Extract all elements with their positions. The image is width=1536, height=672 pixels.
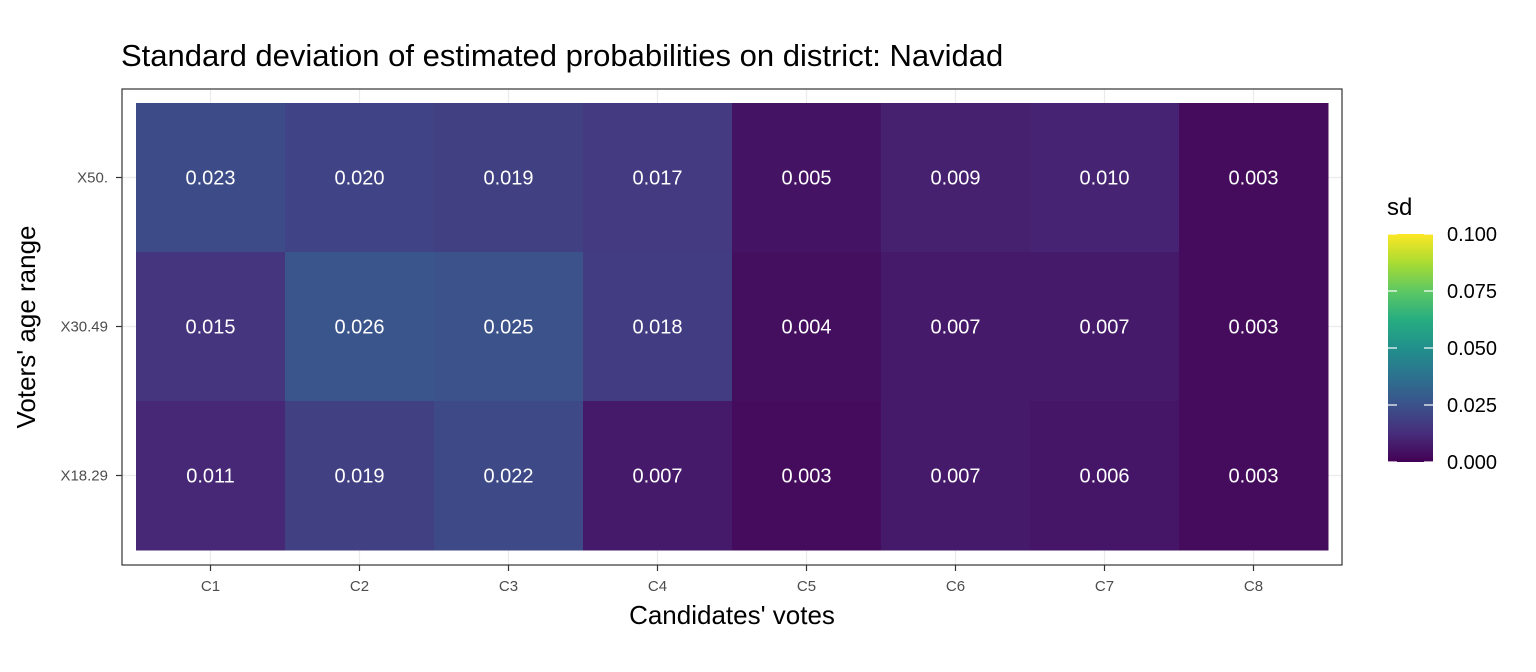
- heatmap-cell: [285, 401, 435, 551]
- heatmap-cell: [434, 252, 584, 402]
- cell-value-label: 0.025: [483, 317, 533, 339]
- legend-ticks: 0.100 0.075 0.050 0.025 0.000: [1388, 224, 1497, 474]
- heatmap-cell: [732, 252, 882, 402]
- cell-value-label: 0.019: [334, 466, 384, 488]
- heatmap-cell: [434, 103, 584, 253]
- cell-value-label: 0.007: [930, 317, 980, 339]
- cell-value-label: 0.010: [1079, 168, 1129, 190]
- cell-value-label: 0.003: [1228, 168, 1278, 190]
- x-tick-label: C3: [499, 578, 518, 595]
- cell-value-label: 0.017: [632, 168, 682, 190]
- heatmap-cell: [583, 103, 733, 253]
- y-tick-label: X50.: [77, 170, 108, 187]
- heatmap-cell: [1179, 103, 1329, 253]
- legend-title: sd: [1387, 194, 1412, 221]
- cell-value-label: 0.007: [1079, 317, 1129, 339]
- cell-value-label: 0.003: [1228, 466, 1278, 488]
- legend-tick-label: 0.000: [1447, 452, 1497, 474]
- heatmap-cell: [136, 103, 286, 253]
- cell-value-label: 0.004: [781, 317, 831, 339]
- cell-value-label: 0.026: [334, 317, 384, 339]
- cell-value-label: 0.020: [334, 168, 384, 190]
- x-tick-label: C8: [1244, 578, 1263, 595]
- cell-value-label: 0.007: [632, 466, 682, 488]
- cell-value-label: 0.011: [186, 466, 235, 488]
- y-axis: X50. X30.49 X18.29: [60, 170, 122, 485]
- y-axis-title: Voters' age range: [11, 226, 41, 429]
- cell-value-label: 0.015: [185, 317, 235, 339]
- cell-value-label: 0.019: [483, 168, 533, 190]
- heatmap-cell: [583, 401, 733, 551]
- legend: sd 0.100 0.075 0.050 0.025 0.000: [1387, 194, 1497, 474]
- y-tick-label: X18.29: [60, 468, 108, 485]
- cell-value-label: 0.003: [781, 466, 831, 488]
- heatmap-cell: [583, 252, 733, 402]
- heatmap-cell: [881, 103, 1031, 253]
- y-tick-label: X30.49: [60, 319, 108, 336]
- heatmap-cell: [881, 401, 1031, 551]
- x-axis-title: Candidates' votes: [629, 600, 835, 630]
- heatmap-cell-labels: 0.023 0.020 0.019 0.017 0.005 0.009 0.010 0.003…: [185, 168, 1278, 488]
- heatmap-cell: [1179, 252, 1329, 402]
- heatmap-cell: [136, 252, 286, 402]
- heatmap-cell: [881, 252, 1031, 402]
- x-tick-label: C1: [201, 578, 220, 595]
- heatmap-cell: [434, 401, 584, 551]
- heatmap-cell: [1030, 401, 1180, 551]
- x-tick-label: C4: [648, 578, 667, 595]
- x-tick-label: C2: [350, 578, 369, 595]
- heatmap-cell: [1030, 103, 1180, 253]
- heatmap-cell: [1179, 401, 1329, 551]
- heatmap-cell: [136, 401, 286, 551]
- heatmap-cell: [1030, 252, 1180, 402]
- chart-title: Standard deviation of estimated probabil…: [121, 38, 1003, 73]
- x-axis: C1 C2 C3 C4 C5 C6 C7 C8: [201, 565, 1263, 595]
- heatmap-cell: [732, 103, 882, 253]
- cell-value-label: 0.007: [930, 466, 980, 488]
- legend-tick-label: 0.025: [1447, 395, 1497, 417]
- heatmap-cell: [732, 401, 882, 551]
- heatmap-cells: [136, 103, 1329, 551]
- cell-value-label: 0.018: [632, 317, 682, 339]
- x-tick-label: C7: [1095, 578, 1114, 595]
- heatmap-cell: [285, 103, 435, 253]
- cell-value-label: 0.005: [781, 168, 831, 190]
- x-tick-label: C6: [946, 578, 965, 595]
- legend-tick-label: 0.100: [1447, 224, 1497, 246]
- cell-value-label: 0.023: [185, 168, 235, 190]
- x-tick-label: C5: [797, 578, 816, 595]
- legend-tick-label: 0.050: [1447, 338, 1497, 360]
- cell-value-label: 0.009: [930, 168, 980, 190]
- heatmap-cell: [285, 252, 435, 402]
- legend-tick-label: 0.075: [1447, 281, 1497, 303]
- cell-value-label: 0.022: [483, 466, 533, 488]
- cell-value-label: 0.003: [1228, 317, 1278, 339]
- cell-value-label: 0.006: [1079, 466, 1129, 488]
